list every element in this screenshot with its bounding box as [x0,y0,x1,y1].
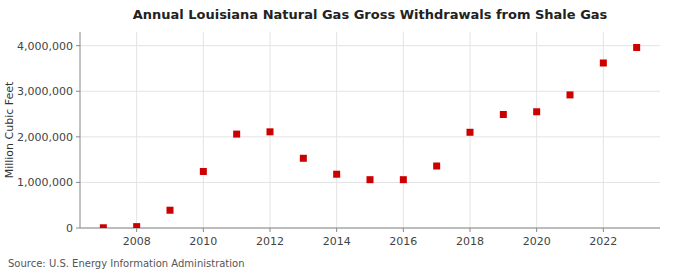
point [633,44,640,51]
tick-label-x: 2016 [389,235,417,248]
axes: 0 1,000,000 2,000,000 3,000,000 4,000,000 200… [17,32,660,248]
point [333,171,340,178]
point [233,131,240,138]
tick-x [336,228,337,232]
point [533,108,540,115]
grid-line-y [80,228,660,229]
tick-label-y: 2,000,000 [17,131,73,144]
point [567,91,574,98]
tick-label-y: 1,000,000 [17,176,73,189]
point [133,223,140,228]
grid-line-y [80,136,660,137]
point [433,163,440,170]
title: Annual Louisiana Natural Gas Gross Withd… [133,7,608,22]
annotation: Source: U.S. Energy Information Administ… [8,258,245,269]
axis-label-y: Million Cubic Feet [3,81,16,178]
axis-line-y [80,32,81,228]
tick-y [76,136,80,137]
tick-x [470,228,471,232]
tick-x [203,228,204,232]
tick-x [270,228,271,232]
grid [80,32,660,228]
tick-x [136,228,137,232]
tick-label-x: 2010 [189,235,217,248]
axis-line-x [80,228,660,229]
point [467,129,474,136]
tick-label-x: 2012 [256,235,284,248]
tick-label-x: 2014 [323,235,351,248]
chart: Annual Louisiana Natural Gas Gross Withd… [0,0,675,275]
grid-line-x [203,32,204,228]
tick-x [536,228,537,232]
tick-x [403,228,404,232]
grid-line-x [336,32,337,228]
tick-label-x: 2020 [523,235,551,248]
grid-line-x [403,32,404,228]
point [300,155,307,162]
grid-line-y [80,45,660,46]
grid-line-x [536,32,537,228]
tick-y [76,45,80,46]
point [367,176,374,183]
point [267,128,274,135]
background [0,0,675,275]
grid-line-x [136,32,137,228]
point [600,59,607,66]
tick-label-y: 4,000,000 [17,40,73,53]
point [200,168,207,175]
tick-y [76,228,80,229]
points [100,44,640,228]
point [400,176,407,183]
tick-label-x: 2022 [589,235,617,248]
tick-label-x: 2018 [456,235,484,248]
tick-y [76,182,80,183]
tick-label-y: 3,000,000 [17,85,73,98]
tick-label-y: 0 [66,222,73,235]
point [167,207,174,214]
tick-label-x: 2008 [123,235,151,248]
point [100,224,107,228]
point [500,111,507,118]
tick-x [603,228,604,232]
tick-y [76,91,80,92]
